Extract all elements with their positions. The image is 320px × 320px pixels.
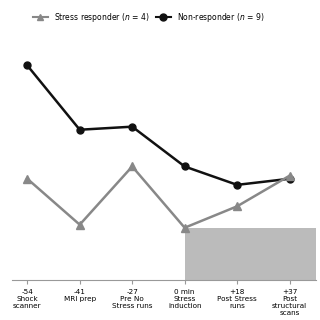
Legend: Stress responder ($\it{n}$ = 4), Non-responder ($\it{n}$ = 9): Stress responder ($\it{n}$ = 4), Non-res… bbox=[29, 8, 268, 27]
Bar bbox=[185, 228, 316, 280]
